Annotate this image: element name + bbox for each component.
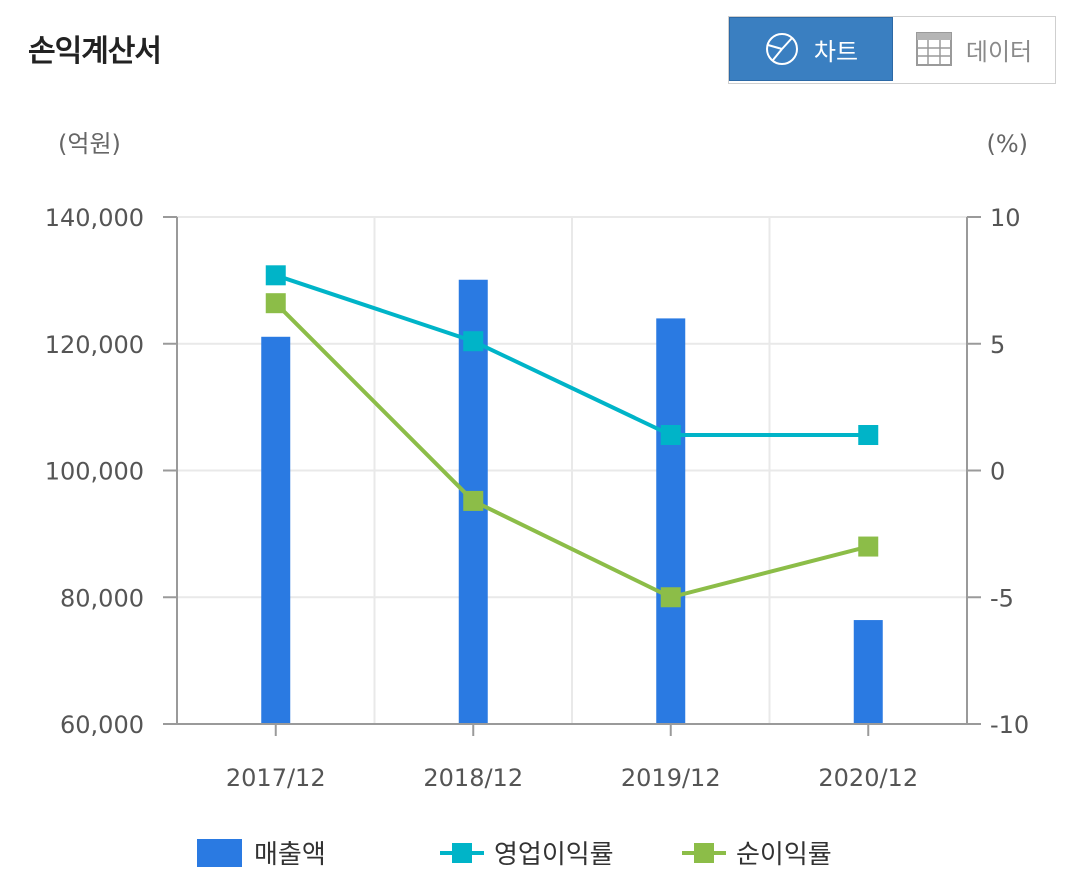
right-tick-label: -10 xyxy=(990,711,1029,739)
legend-label: 순이익률 xyxy=(736,840,832,870)
series-1-point-2019/12 xyxy=(660,587,681,608)
right-tick-label: -5 xyxy=(990,584,1014,612)
left-tick-label: 120,000 xyxy=(45,331,144,359)
axis-layer: 60,000 80,000 100,000 120,000 140,000 -10 -5 0 5… xyxy=(45,204,1029,792)
legend-label: 매출액 xyxy=(254,840,326,870)
chart-view-label: 차트 xyxy=(813,37,859,66)
chart-view-button[interactable]: 차트 xyxy=(729,17,893,81)
legend-swatch-bar xyxy=(197,839,242,867)
bar-2017/12 xyxy=(261,336,291,724)
grid-layer xyxy=(177,216,967,724)
data-view-button[interactable]: 데이터 xyxy=(893,17,1055,81)
page-title: 손익계산서 xyxy=(28,34,162,69)
x-tick-label: 2019/12 xyxy=(621,764,721,792)
data-view-label: 데이터 xyxy=(965,37,1033,66)
pie-chart-icon xyxy=(765,33,798,65)
x-tick-label: 2017/12 xyxy=(226,764,326,792)
bar-2020/12 xyxy=(853,620,883,724)
left-axis-unit: (억원) xyxy=(58,130,121,158)
series-1-point-2018/12 xyxy=(463,490,484,511)
series-1-point-2020/12 xyxy=(858,536,879,557)
legend-label: 영업이익률 xyxy=(494,840,614,870)
right-tick-label: 5 xyxy=(990,331,1005,359)
right-axis-unit: (%) xyxy=(986,130,1028,158)
left-tick-label: 80,000 xyxy=(60,584,144,612)
series-0-point-2018/12 xyxy=(463,331,484,352)
series-0-point-2019/12 xyxy=(660,425,681,446)
series-line-1 xyxy=(274,301,869,600)
left-tick-label: 140,000 xyxy=(45,204,144,232)
table-grid-icon xyxy=(915,32,952,66)
legend-swatch-marker xyxy=(694,843,714,863)
left-tick-label: 60,000 xyxy=(60,711,144,739)
bar-2019/12 xyxy=(656,318,686,724)
legend-swatch-marker xyxy=(452,843,472,863)
x-tick-label: 2018/12 xyxy=(423,764,523,792)
line-layer xyxy=(265,265,879,608)
view-toggle: 차트 데이터 xyxy=(728,16,1056,84)
right-tick-label: 10 xyxy=(990,204,1021,232)
series-0-point-2020/12 xyxy=(858,425,879,446)
legend: 매출액 영업이익률 순이익률 xyxy=(197,839,832,870)
series-0-point-2017/12 xyxy=(265,265,286,286)
left-tick-label: 100,000 xyxy=(45,458,144,486)
right-tick-label: 0 xyxy=(990,458,1005,486)
series-1-point-2017/12 xyxy=(265,293,286,314)
series-line-0 xyxy=(275,273,869,438)
x-tick-label: 2020/12 xyxy=(818,764,918,792)
